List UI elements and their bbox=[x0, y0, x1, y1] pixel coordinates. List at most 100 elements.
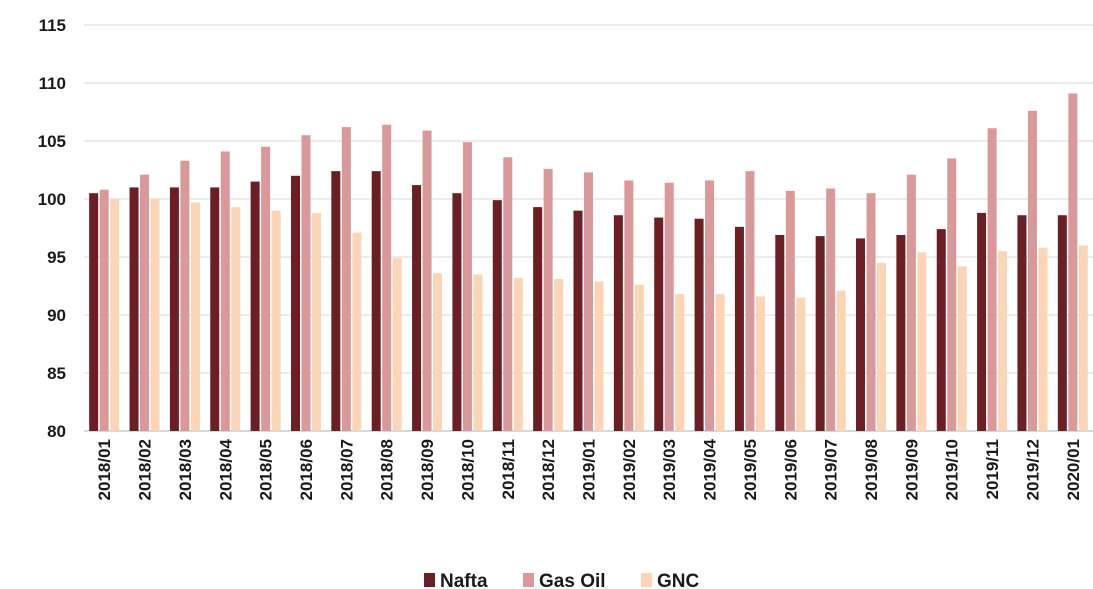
x-tick-label: 2019/04 bbox=[701, 438, 720, 500]
bar-nafta bbox=[169, 187, 179, 431]
bar-gas-oil bbox=[826, 188, 836, 431]
bar-nafta bbox=[694, 218, 704, 431]
x-tick-label: 2018/05 bbox=[257, 439, 276, 500]
bar-nafta bbox=[815, 236, 825, 431]
bar-nafta bbox=[573, 210, 583, 431]
bar-gnc bbox=[352, 232, 362, 431]
y-tick-label: 95 bbox=[47, 248, 66, 267]
bar-nafta bbox=[1057, 215, 1067, 431]
legend-item-gnc[interactable]: GNC bbox=[641, 571, 700, 589]
x-tick-label: 2019/03 bbox=[660, 439, 679, 500]
bar-nafta bbox=[250, 181, 260, 431]
bar-gas-oil bbox=[503, 157, 513, 432]
x-tick-label: 2019/01 bbox=[580, 439, 599, 500]
bar-gnc bbox=[554, 279, 564, 431]
bar-gas-oil bbox=[584, 172, 593, 431]
bar-gas-oil bbox=[341, 127, 351, 431]
bar-gnc bbox=[998, 251, 1008, 431]
x-tick-label: 2018/02 bbox=[136, 439, 155, 500]
bar-gas-oil bbox=[462, 142, 472, 431]
bar-gas-oil bbox=[785, 190, 795, 431]
x-tick-label: 2018/08 bbox=[378, 439, 397, 500]
bar-gnc bbox=[110, 199, 120, 431]
x-tick-label: 2019/08 bbox=[862, 439, 881, 500]
x-tick-label: 2019/12 bbox=[1023, 439, 1042, 500]
bar-gas-oil bbox=[866, 193, 876, 431]
bar-nafta bbox=[1017, 215, 1027, 431]
bar-nafta bbox=[936, 229, 946, 431]
y-axis: 80 85 90 95 100 105 110 115 bbox=[38, 16, 66, 441]
x-axis: 2018/01 2018/02 2018/03 2018/04 2018/05 2018/… bbox=[95, 438, 1083, 500]
x-tick-label: 2018/09 bbox=[418, 439, 437, 500]
bar-gas-oil bbox=[906, 174, 916, 431]
bar-nafta bbox=[654, 217, 664, 431]
bar-gas-oil bbox=[422, 130, 432, 431]
bar-gas-oil bbox=[99, 189, 109, 431]
bar-gnc bbox=[877, 262, 887, 431]
bar-nafta bbox=[290, 175, 300, 431]
bar-gnc bbox=[271, 210, 281, 431]
bar-gas-oil bbox=[987, 128, 997, 432]
x-tick-label: 2018/03 bbox=[176, 439, 195, 500]
bar-gas-oil bbox=[301, 135, 311, 431]
bar-nafta bbox=[977, 212, 987, 431]
bar-gnc bbox=[755, 296, 765, 431]
bar-gas-oil bbox=[1068, 93, 1078, 431]
bar-gnc bbox=[715, 294, 725, 431]
x-tick-label: 2018/07 bbox=[337, 439, 356, 500]
bar-nafta bbox=[775, 234, 785, 431]
bar-nafta bbox=[89, 193, 99, 431]
bar-gnc bbox=[513, 277, 523, 431]
x-tick-label: 2018/06 bbox=[297, 439, 316, 500]
y-tick-label: 115 bbox=[39, 16, 66, 35]
legend[interactable]: Nafta Gas Oil GNC bbox=[424, 571, 700, 589]
y-tick-label: 85 bbox=[47, 364, 66, 383]
bar-gnc bbox=[433, 273, 443, 431]
bar-gas-oil bbox=[180, 160, 190, 431]
bar-gnc bbox=[836, 290, 846, 431]
bar-gnc bbox=[473, 274, 483, 431]
bar-nafta bbox=[452, 193, 462, 431]
bar-gnc bbox=[392, 258, 402, 431]
bar-gas-oil bbox=[664, 182, 674, 431]
x-tick-label: 2019/09 bbox=[902, 439, 921, 500]
y-tick-label: 105 bbox=[38, 132, 66, 151]
bar-gas-oil bbox=[220, 151, 230, 431]
x-tick-label: 2018/10 bbox=[458, 439, 477, 500]
bar-gas-oil bbox=[543, 168, 553, 431]
legend-swatch bbox=[641, 573, 652, 587]
x-tick-label: 2019/02 bbox=[620, 439, 639, 500]
bar-gas-oil bbox=[140, 174, 150, 431]
bar-gnc bbox=[231, 207, 241, 431]
y-tick-label: 110 bbox=[39, 74, 66, 93]
bar-gnc bbox=[675, 294, 685, 431]
bar-nafta bbox=[129, 187, 139, 431]
x-tick-label: 2018/11 bbox=[499, 439, 518, 500]
x-tick-label: 2019/07 bbox=[822, 439, 841, 500]
y-tick-label: 100 bbox=[38, 190, 66, 209]
bar-gas-oil bbox=[624, 180, 634, 431]
bar-nafta bbox=[331, 171, 341, 431]
bar-nafta bbox=[856, 238, 866, 431]
legend-item-nafta[interactable]: Nafta bbox=[424, 571, 488, 589]
bar-gnc bbox=[1078, 245, 1088, 431]
bar-gas-oil bbox=[947, 158, 957, 431]
x-tick-label: 2019/10 bbox=[943, 439, 962, 500]
legend-swatch bbox=[424, 573, 435, 587]
legend-item-gas-oil[interactable]: Gas Oil bbox=[523, 571, 606, 589]
bar-gas-oil bbox=[261, 146, 271, 432]
x-tick-label: 2018/04 bbox=[216, 438, 235, 500]
bar-gnc bbox=[796, 297, 806, 431]
x-tick-label: 2018/12 bbox=[539, 439, 558, 500]
bar-gas-oil bbox=[382, 124, 392, 431]
bar-nafta bbox=[533, 207, 543, 431]
bar-gnc bbox=[1038, 247, 1048, 431]
x-tick-label: 2019/05 bbox=[741, 439, 760, 500]
bar-nafta bbox=[412, 185, 422, 431]
bar-gas-oil bbox=[745, 171, 755, 431]
bar-nafta bbox=[896, 234, 906, 431]
bar-nafta bbox=[734, 226, 744, 431]
bar-gnc bbox=[311, 212, 321, 431]
